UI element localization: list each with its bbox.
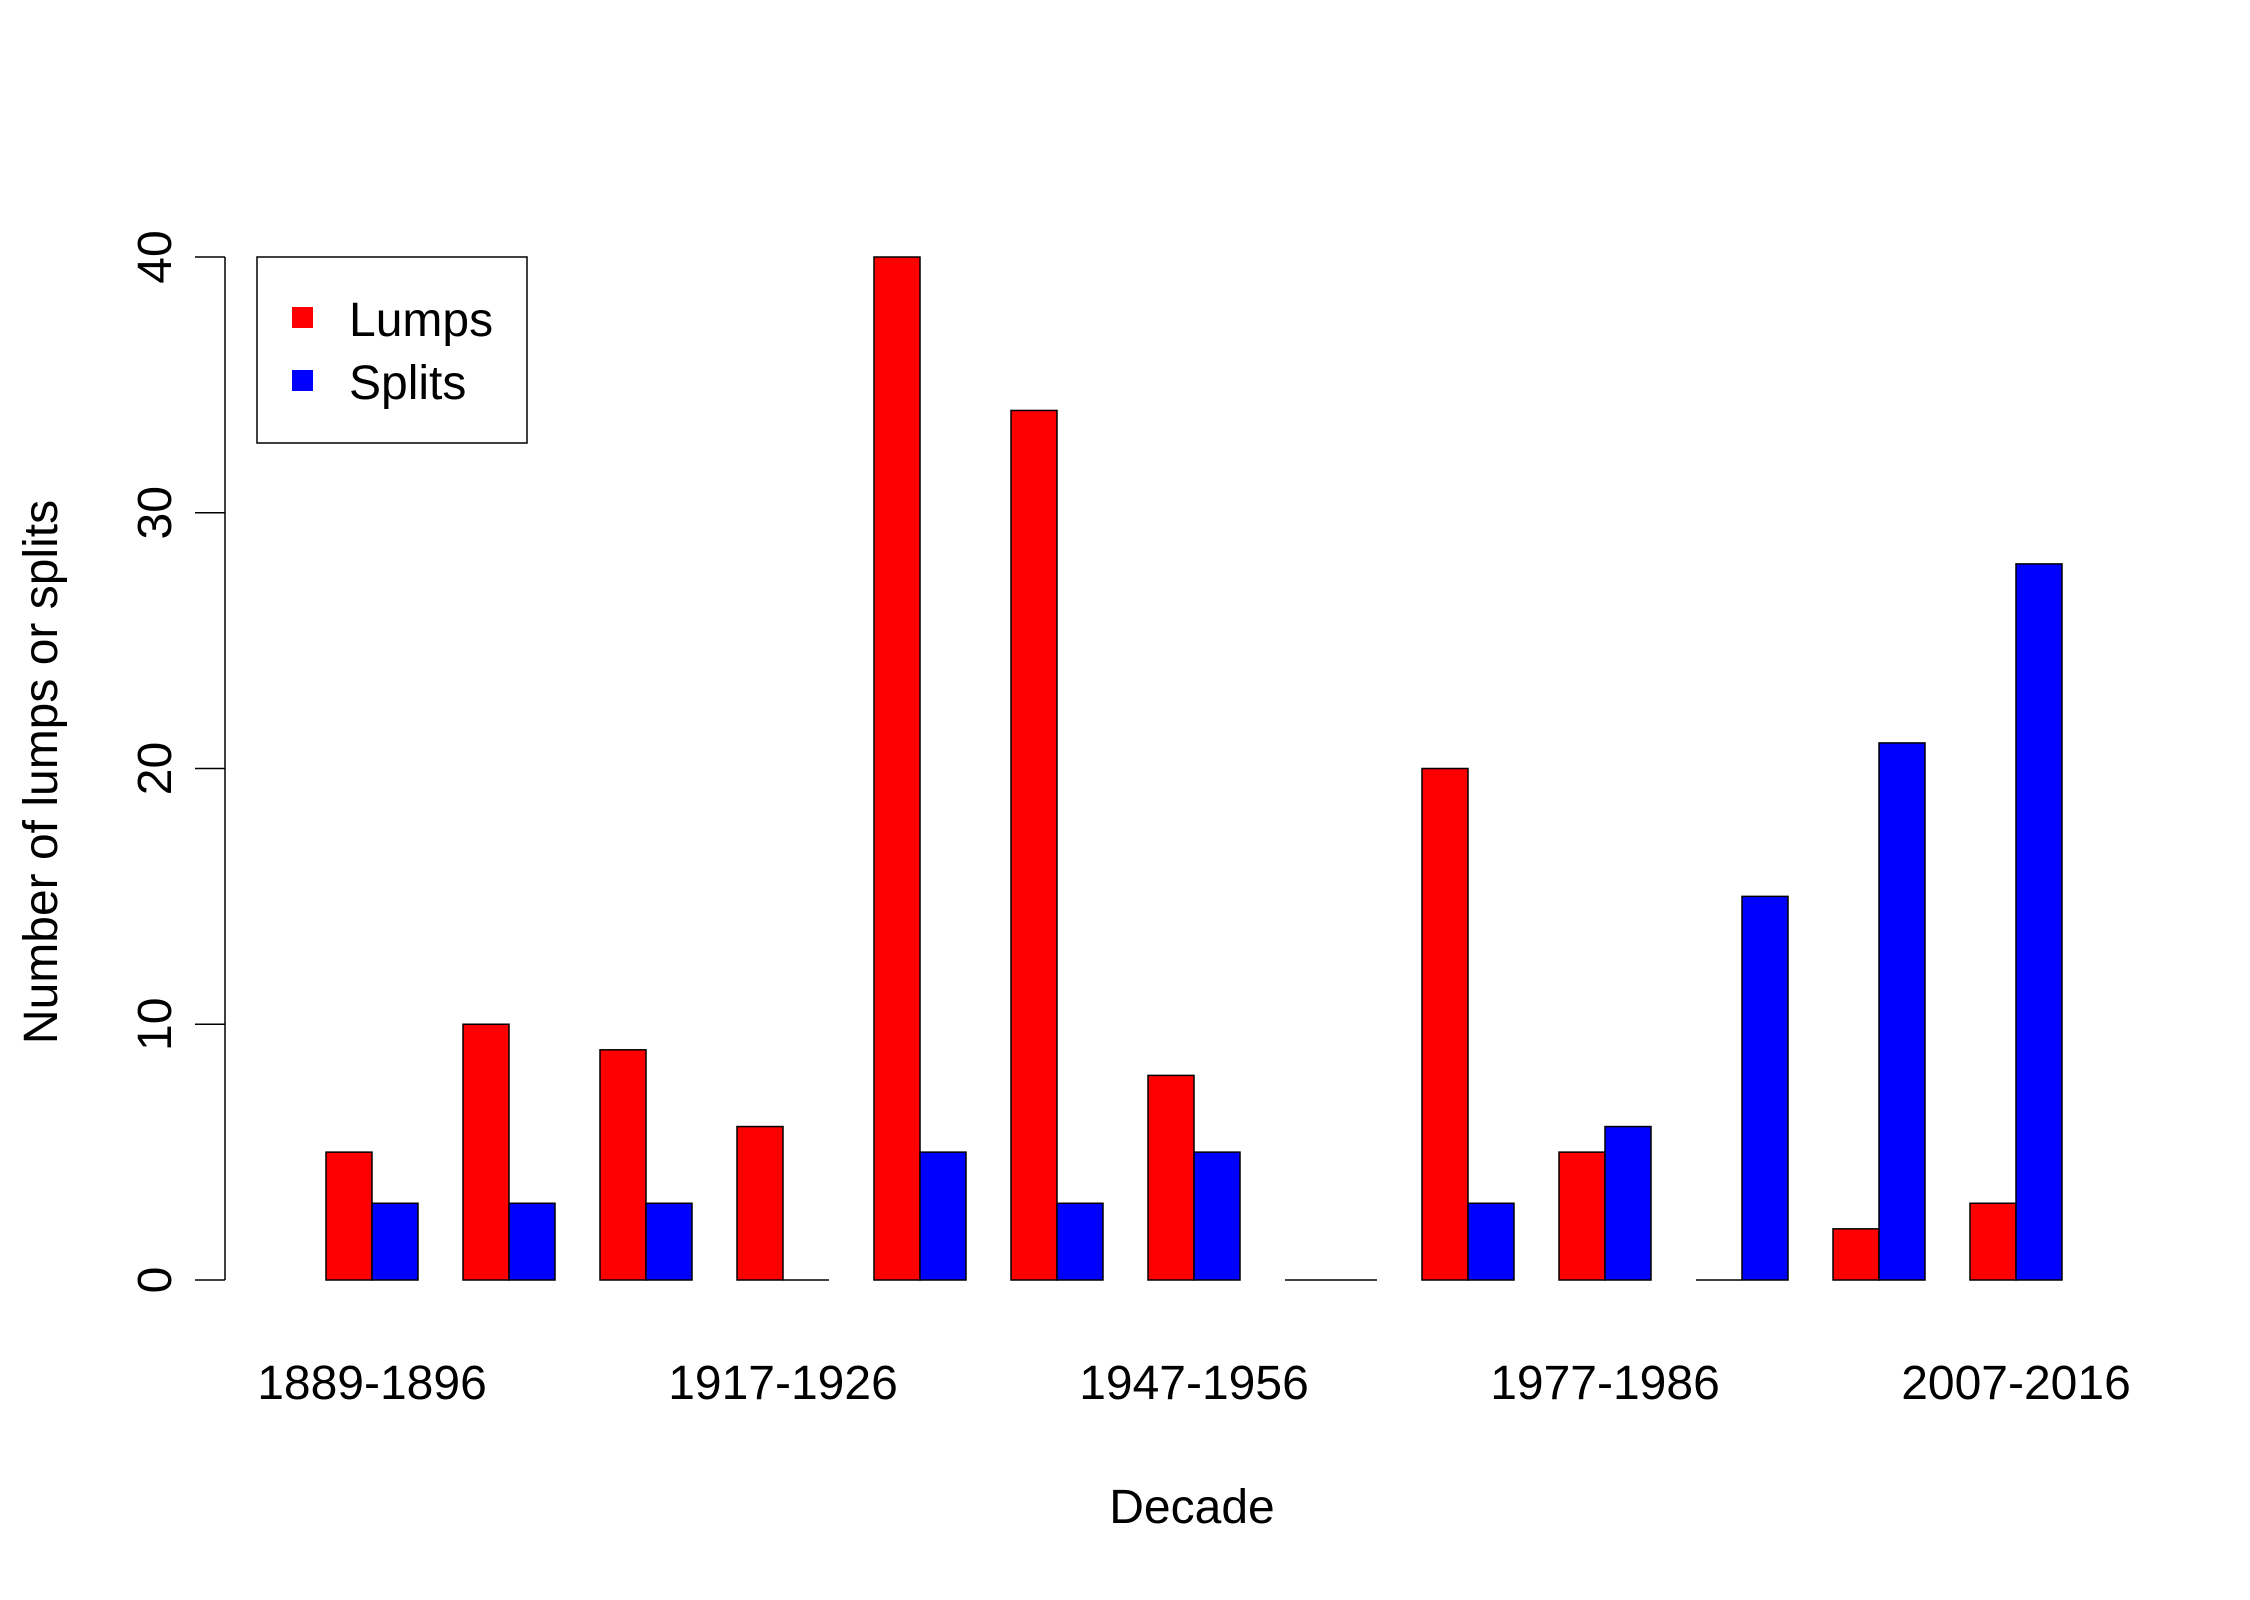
bar-splits-1889-1896	[371, 1202, 419, 1281]
legend: Lumps Splits	[256, 256, 528, 444]
y-tick-label-40: 40	[129, 230, 182, 283]
bar-lumps-1937-1946	[1010, 409, 1058, 1281]
bar-splits-2007-2016	[2015, 563, 2063, 1281]
bar-splits-1947-1956	[1193, 1151, 1241, 1281]
bar-splits-1897-1906	[508, 1202, 556, 1281]
x-axis-labels: 1889-1896 1917-1926 1947-1956 1977-1986 2007…	[257, 1357, 2131, 1410]
x-category-label-2007-2016: 2007-2016	[1901, 1357, 2131, 1410]
x-category-label-1917-1926: 1917-1926	[668, 1357, 898, 1410]
y-tick-label-20: 20	[129, 742, 182, 795]
bar-lumps-1967-1976	[1421, 767, 1469, 1281]
bar-lumps-1947-1956	[1147, 1074, 1195, 1281]
legend-swatch-splits	[292, 370, 313, 391]
bar-splits-1977-1986	[1604, 1125, 1652, 1281]
y-tick-label-30: 30	[129, 486, 182, 539]
legend-box	[256, 256, 528, 444]
legend-swatch-lumps	[292, 307, 313, 328]
y-axis-title: Number of lumps or splits	[15, 500, 68, 1044]
bar-lumps-1889-1896	[325, 1151, 373, 1281]
bar-lumps-1997-2006	[1832, 1228, 1880, 1281]
bar-lumps-2007-2016	[1969, 1202, 2017, 1281]
bar-lumps-1927-1936	[873, 256, 921, 1281]
bar-splits-1987-1996	[1741, 895, 1789, 1281]
x-category-label-1947-1956: 1947-1956	[1079, 1357, 1309, 1410]
x-axis-title: Decade	[1109, 1481, 1274, 1534]
bar-splits-1997-2006	[1878, 742, 1926, 1281]
bar-lumps-1917-1926	[736, 1125, 784, 1281]
x-category-label-1889-1896: 1889-1896	[257, 1357, 487, 1410]
y-tick-label-0: 0	[129, 1267, 182, 1294]
x-category-label-1977-1986: 1977-1986	[1490, 1357, 1720, 1410]
bars-layer	[325, 256, 2063, 1281]
y-tick-label-10: 10	[129, 998, 182, 1051]
legend-label-lumps: Lumps	[349, 294, 493, 347]
bar-lumps-1897-1906	[462, 1023, 510, 1281]
bar-splits-1907-1916	[645, 1202, 693, 1281]
bar-lumps-1907-1916	[599, 1049, 647, 1281]
bar-lumps-1977-1986	[1558, 1151, 1606, 1281]
bar-splits-1937-1946	[1056, 1202, 1104, 1281]
bar-splits-1927-1936	[919, 1151, 967, 1281]
legend-label-splits: Splits	[349, 357, 466, 410]
y-axis: 0 10 20 30 40	[129, 230, 226, 1294]
bar-splits-1967-1976	[1467, 1202, 1515, 1281]
